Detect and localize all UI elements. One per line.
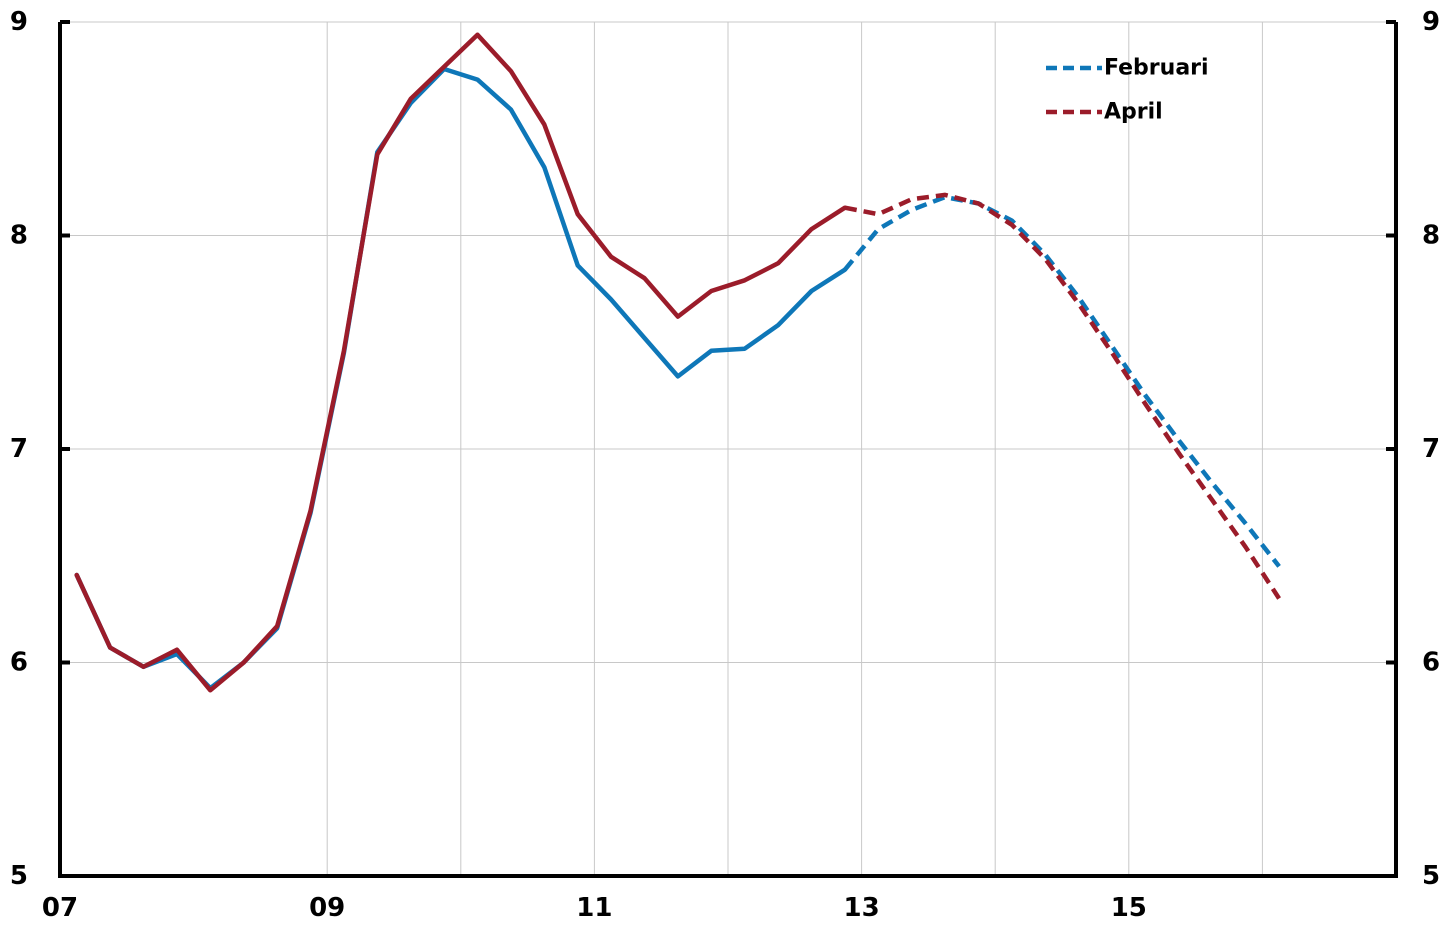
- legend-label-april: April: [1104, 100, 1163, 125]
- y-tick-label-left: 9: [10, 7, 28, 37]
- y-tick-label-right: 5: [1422, 861, 1440, 891]
- x-tick-label: 11: [576, 893, 612, 923]
- x-tick-label: 07: [42, 893, 78, 923]
- x-tick-label: 13: [844, 893, 880, 923]
- gridlines: [60, 21, 1396, 876]
- axes: 5 5 6 6 7 7 8 8 9 9 07 09 11 13 15: [10, 7, 1440, 923]
- y-tick-label-right: 7: [1422, 434, 1440, 464]
- y-tick-label-left: 5: [10, 861, 28, 891]
- y-tick-label-right: 9: [1422, 7, 1440, 37]
- x-tick-label: 15: [1111, 893, 1147, 923]
- x-tick-label: 09: [309, 893, 345, 923]
- legend-label-februari: Februari: [1104, 56, 1209, 81]
- series-line-april-actual: [74, 32, 848, 693]
- series-line-april-forecast: [844, 192, 1281, 600]
- y-tick-label-left: 7: [10, 434, 28, 464]
- y-tick-label-left: 8: [10, 221, 28, 251]
- legend: Februari April: [1046, 56, 1209, 125]
- y-tick-label-right: 6: [1422, 648, 1440, 678]
- y-tick-label-right: 8: [1422, 221, 1440, 251]
- series-lines: [74, 32, 1281, 693]
- series-line-februari-forecast: [843, 194, 1281, 568]
- y-tick-label-left: 6: [10, 648, 28, 678]
